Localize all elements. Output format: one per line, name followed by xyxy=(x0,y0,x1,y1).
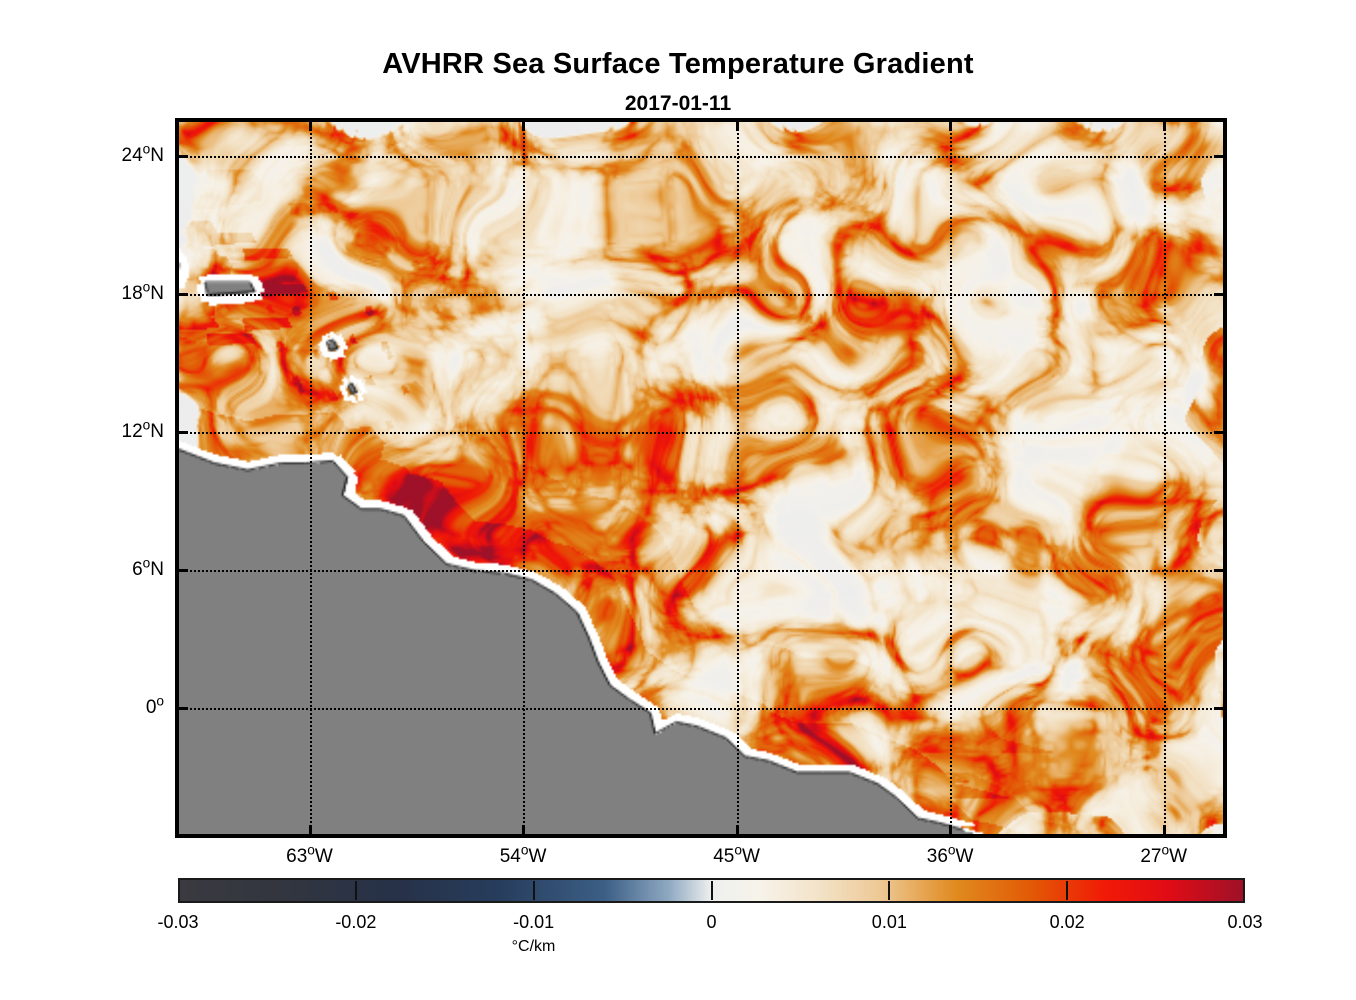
y-tick xyxy=(1214,568,1223,572)
y-tick xyxy=(179,568,188,572)
colorbar-tick-label: -0.03 xyxy=(157,912,199,932)
x-axis-tick-label: 36oW xyxy=(926,842,974,867)
x-tick xyxy=(949,825,953,834)
figure-subtitle: 2017-01-11 xyxy=(624,92,732,115)
y-axis-tick-label: 12oN xyxy=(121,417,164,443)
x-tick xyxy=(308,122,312,131)
y-axis-tick-label: 24oN xyxy=(121,142,164,167)
y-tick xyxy=(1214,706,1223,710)
x-tick xyxy=(1162,122,1166,131)
colorbar-tick xyxy=(354,881,357,900)
colorbar-tick xyxy=(888,881,891,900)
colorbar-tick-label: -0.02 xyxy=(335,912,377,932)
colorbar-tick-label: 0.03 xyxy=(1227,912,1263,932)
y-tick xyxy=(1214,155,1223,159)
y-tick xyxy=(179,155,188,159)
colorbar[interactable] xyxy=(178,878,1245,903)
colorbar-tick-label: 0.01 xyxy=(871,912,907,932)
colorbar-tick-label: 0 xyxy=(706,912,717,932)
x-axis-tick-label: 27oW xyxy=(1140,842,1188,867)
page-title: AVHRR Sea Surface Temperature Gradient xyxy=(382,48,974,80)
y-axis-tick-label: 0o xyxy=(145,693,164,718)
y-tick xyxy=(1214,293,1223,297)
colorbar-tick xyxy=(1066,881,1069,900)
map-plot-area[interactable] xyxy=(175,118,1227,838)
x-axis-tick-label: 63oW xyxy=(286,842,333,867)
colorbar-tick xyxy=(710,881,713,900)
colorbar-tick xyxy=(532,881,535,900)
x-tick xyxy=(735,122,739,131)
y-axis-tick-label: 6oN xyxy=(132,555,164,580)
x-tick xyxy=(522,825,526,834)
y-axis-tick-label: 18oN xyxy=(121,279,164,305)
x-axis-tick-label: 45oW xyxy=(713,842,760,867)
sst-gradient-field xyxy=(179,122,1223,834)
x-tick xyxy=(1162,825,1166,834)
x-tick xyxy=(522,122,526,131)
x-tick xyxy=(735,825,739,834)
x-tick xyxy=(949,122,953,131)
y-tick xyxy=(179,706,188,710)
x-tick xyxy=(308,825,312,834)
y-tick xyxy=(179,431,188,435)
y-tick xyxy=(179,293,188,297)
x-axis-tick-label: 54oW xyxy=(499,842,547,867)
colorbar-unit-label: °C/km xyxy=(511,938,556,955)
colorbar-tick-label: 0.02 xyxy=(1049,912,1085,932)
y-tick xyxy=(1214,431,1223,435)
colorbar-tick-label: -0.01 xyxy=(513,912,555,932)
